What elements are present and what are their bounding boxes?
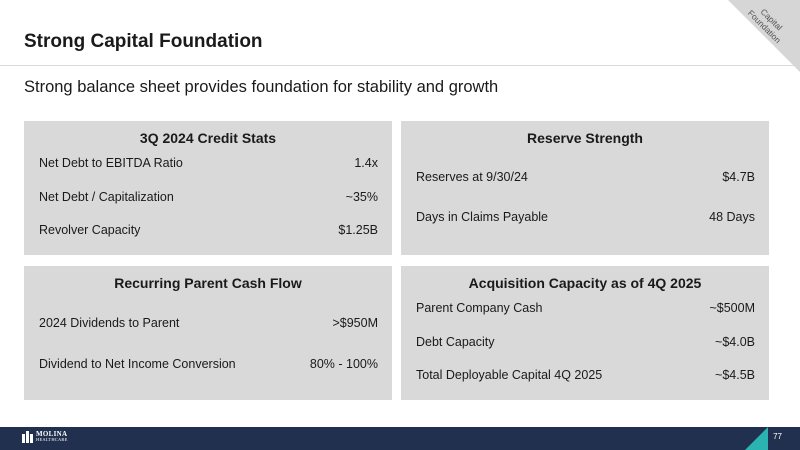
stat-row: Days in Claims Payable 48 Days xyxy=(416,210,755,224)
stat-label: Debt Capacity xyxy=(416,335,495,349)
stat-label: Net Debt / Capitalization xyxy=(39,190,174,204)
stat-value: 1.4x xyxy=(354,156,378,170)
stat-value: ~35% xyxy=(346,190,378,204)
stat-row: Net Debt / Capitalization ~35% xyxy=(39,190,378,204)
molina-logo: MOLINA HEALTHCARE xyxy=(22,431,68,443)
logo-subtext: HEALTHCARE xyxy=(36,437,68,443)
stat-row: Revolver Capacity $1.25B xyxy=(39,223,378,237)
stat-label: Parent Company Cash xyxy=(416,301,542,315)
stat-row: Reserves at 9/30/24 $4.7B xyxy=(416,170,755,184)
page-number: 77 xyxy=(773,432,782,441)
stat-label: Days in Claims Payable xyxy=(416,210,548,224)
stat-row: Total Deployable Capital 4Q 2025 ~$4.5B xyxy=(416,368,755,382)
card-title: Acquisition Capacity as of 4Q 2025 xyxy=(401,275,769,291)
stat-value: 80% - 100% xyxy=(310,357,378,371)
stat-value: 48 Days xyxy=(709,210,755,224)
footer-bar xyxy=(0,427,800,450)
card-title: Reserve Strength xyxy=(401,130,769,146)
stat-label: Reserves at 9/30/24 xyxy=(416,170,528,184)
stat-value: ~$4.5B xyxy=(715,368,755,382)
card-title: Recurring Parent Cash Flow xyxy=(24,275,392,291)
footer-accent-triangle xyxy=(745,427,768,450)
stat-value: $1.25B xyxy=(338,223,378,237)
page-title: Strong Capital Foundation xyxy=(24,31,263,53)
slide-subtitle: Strong balance sheet provides foundation… xyxy=(24,78,498,97)
stat-label: 2024 Dividends to Parent xyxy=(39,316,179,330)
credit-stats-card: 3Q 2024 Credit Stats Net Debt to EBITDA … xyxy=(24,121,392,255)
stat-row: 2024 Dividends to Parent >$950M xyxy=(39,316,378,330)
stat-row: Net Debt to EBITDA Ratio 1.4x xyxy=(39,156,378,170)
stat-value: >$950M xyxy=(332,316,378,330)
stat-label: Net Debt to EBITDA Ratio xyxy=(39,156,183,170)
logo-figures-icon xyxy=(22,431,33,443)
parent-cash-flow-card: Recurring Parent Cash Flow 2024 Dividend… xyxy=(24,266,392,400)
reserve-strength-card: Reserve Strength Reserves at 9/30/24 $4.… xyxy=(401,121,769,255)
card-title: 3Q 2024 Credit Stats xyxy=(24,130,392,146)
stat-row: Parent Company Cash ~$500M xyxy=(416,301,755,315)
stat-row: Dividend to Net Income Conversion 80% - … xyxy=(39,357,378,371)
stat-value: ~$500M xyxy=(709,301,755,315)
header-divider xyxy=(0,65,800,66)
stat-row: Debt Capacity ~$4.0B xyxy=(416,335,755,349)
stat-label: Revolver Capacity xyxy=(39,223,140,237)
stat-value: $4.7B xyxy=(722,170,755,184)
stat-label: Dividend to Net Income Conversion xyxy=(39,357,236,371)
stat-label: Total Deployable Capital 4Q 2025 xyxy=(416,368,602,382)
stat-value: ~$4.0B xyxy=(715,335,755,349)
acquisition-capacity-card: Acquisition Capacity as of 4Q 2025 Paren… xyxy=(401,266,769,400)
